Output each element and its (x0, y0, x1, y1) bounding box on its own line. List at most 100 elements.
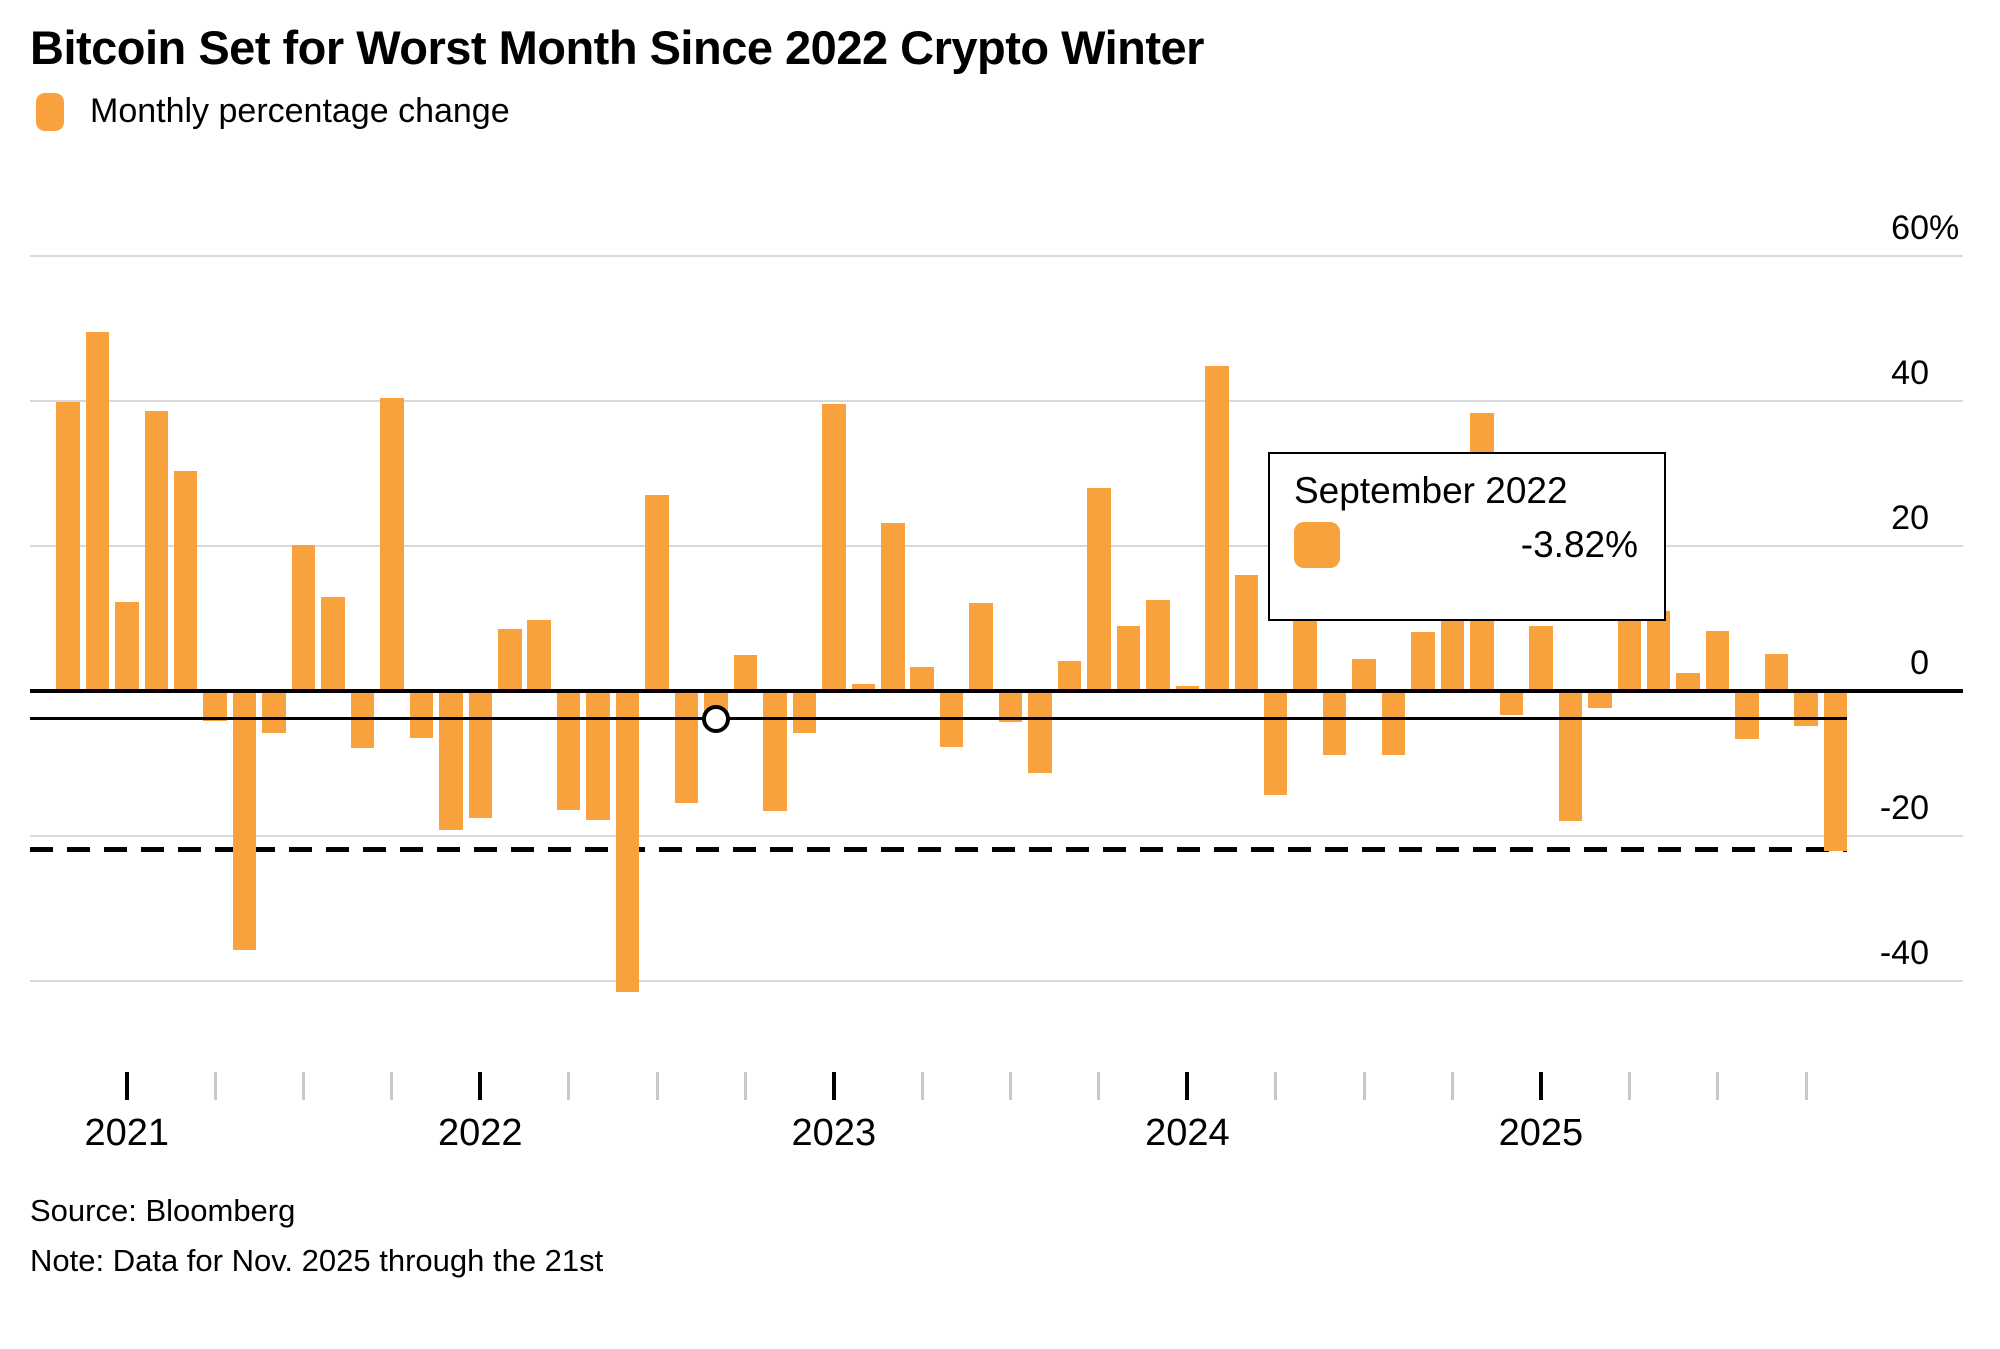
legend-label: Monthly percentage change (90, 92, 510, 130)
bar-Jun-2025[interactable] (1676, 672, 1700, 693)
crosshair-line (30, 717, 1847, 721)
bar-Jan-2022[interactable] (468, 691, 493, 819)
bar-May-2025[interactable] (1646, 611, 1671, 693)
x-tick-minor (1009, 1072, 1013, 1100)
bar-Nov-2021[interactable] (409, 691, 434, 738)
bar-Jun-2022[interactable] (615, 691, 640, 992)
bar-Nov-2020[interactable] (56, 401, 80, 693)
bar-Oct-2023[interactable] (1087, 488, 1111, 693)
bar-Dec-2022[interactable] (792, 691, 817, 733)
year-label: 2022 (438, 1112, 523, 1154)
y-axis-label-number: -20 (1879, 789, 1929, 827)
chart-title: Bitcoin Set for Worst Month Since 2022 C… (30, 21, 1204, 74)
reference-dashed-line (30, 846, 1847, 852)
bar-Sep-2024[interactable] (1411, 631, 1435, 693)
y-axis-label-number: 40 (1891, 354, 1929, 392)
bar-Mar-2021[interactable] (173, 470, 198, 693)
x-tick-minor (1274, 1072, 1278, 1100)
bar-Aug-2025[interactable] (1735, 691, 1759, 740)
bar-Aug-2024[interactable] (1381, 691, 1406, 756)
gridline (30, 545, 1963, 547)
bar-Feb-2022[interactable] (498, 629, 522, 693)
bar-Jan-2021[interactable] (115, 601, 139, 693)
bar-Nov-2023[interactable] (1116, 625, 1141, 693)
bar-Apr-2021[interactable] (203, 691, 227, 722)
x-tick-minor (655, 1072, 659, 1100)
bar-Dec-2020[interactable] (85, 332, 110, 693)
x-tick-minor (1804, 1072, 1808, 1100)
y-axis-label: -40 (1880, 934, 1929, 973)
bar-Apr-2023[interactable] (910, 667, 934, 693)
bar-Sep-2023[interactable] (1057, 661, 1082, 693)
bar-Sep-2025[interactable] (1764, 654, 1789, 693)
y-axis-label: 0 (1910, 644, 1929, 683)
note-line: Note: Data for Nov. 2025 through the 21s… (30, 1243, 604, 1278)
y-axis-percent-sign: % (1929, 209, 1960, 247)
x-tick-minor (1097, 1072, 1101, 1100)
bar-Nov-2022[interactable] (763, 691, 787, 812)
bar-Jun-2023[interactable] (969, 603, 993, 693)
bar-Mar-2025[interactable] (1588, 691, 1612, 708)
legend: Monthly percentage change (36, 92, 510, 131)
gridline (30, 835, 1963, 837)
x-tick-minor (390, 1072, 394, 1100)
bar-Dec-2021[interactable] (439, 691, 463, 831)
bar-Aug-2022[interactable] (674, 691, 699, 804)
year-label: 2023 (791, 1112, 877, 1154)
bar-Jul-2025[interactable] (1705, 630, 1730, 693)
bar-Jan-2023[interactable] (822, 403, 846, 693)
x-tick-minor (567, 1072, 571, 1100)
y-axis-label-number: 0 (1910, 644, 1929, 682)
bar-Jul-2023[interactable] (998, 691, 1023, 722)
legend-swatch-icon (36, 92, 64, 131)
tooltip-value: -3.82% (1520, 524, 1638, 565)
bar-Aug-2021[interactable] (321, 596, 345, 693)
bar-Aug-2023[interactable] (1028, 691, 1052, 773)
bar-Jun-2021[interactable] (262, 691, 286, 733)
hover-marker (702, 704, 730, 733)
bar-Apr-2024[interactable] (1263, 691, 1288, 795)
bar-Mar-2022[interactable] (527, 619, 551, 693)
bar-May-2024[interactable] (1293, 610, 1317, 693)
x-tick-minor (1451, 1072, 1454, 1100)
bar-Mar-2023[interactable] (881, 522, 905, 693)
bar-Jun-2024[interactable] (1322, 691, 1347, 756)
bar-Dec-2024[interactable] (1499, 691, 1524, 716)
bar-Oct-2022[interactable] (733, 654, 758, 693)
bar-Jul-2022[interactable] (645, 495, 669, 693)
y-axis-label: -20 (1880, 789, 1929, 828)
source-line: Source: Bloomberg (30, 1193, 296, 1228)
bar-Feb-2023[interactable] (851, 684, 876, 693)
y-axis-label-number: 60 (1891, 209, 1929, 247)
bar-Dec-2023[interactable] (1146, 599, 1170, 693)
x-tick-minor (302, 1072, 306, 1100)
x-tick-minor (1716, 1072, 1720, 1100)
bar-Oct-2024[interactable] (1440, 618, 1465, 693)
bar-May-2022[interactable] (586, 691, 610, 820)
bar-Feb-2024[interactable] (1205, 366, 1229, 693)
bar-Jul-2024[interactable] (1352, 659, 1376, 693)
bar-Feb-2025[interactable] (1558, 691, 1583, 821)
bar-Nov-2025[interactable] (1823, 691, 1848, 852)
bar-Oct-2025[interactable] (1794, 691, 1818, 726)
footer: Source: Bloomberg Note: Data for Nov. 20… (30, 1186, 603, 1286)
bar-May-2021[interactable] (232, 691, 257, 950)
year-label: 2024 (1145, 1112, 1230, 1154)
bar-Oct-2021[interactable] (380, 398, 404, 693)
bar-Feb-2021[interactable] (144, 411, 168, 693)
tooltip: September 2022 -3.82% (1268, 452, 1666, 621)
bar-Apr-2022[interactable] (556, 691, 581, 811)
bar-Jan-2025[interactable] (1529, 626, 1553, 693)
x-tick-minor (213, 1072, 217, 1100)
zero-axis-line (30, 689, 1963, 693)
gridline (30, 255, 1963, 257)
year-label: 2021 (84, 1112, 170, 1154)
bar-Jul-2021[interactable] (291, 544, 316, 693)
y-axis-label: 40 (1891, 354, 1929, 393)
x-tick-minor (743, 1072, 747, 1100)
x-tick-minor (920, 1072, 924, 1100)
year-label: 2025 (1498, 1112, 1584, 1154)
y-axis-label: 20 (1891, 499, 1929, 538)
bar-Mar-2024[interactable] (1234, 575, 1259, 693)
